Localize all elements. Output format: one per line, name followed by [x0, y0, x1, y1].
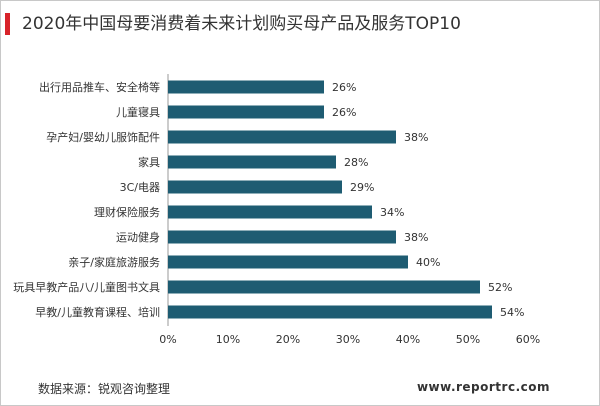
x-tick-label: 60% [516, 333, 540, 346]
chart-title: 2020年中国母要消费着未来计划购买母产品及服务TOP10 [22, 14, 461, 34]
data-source-note: 数据来源：锐观咨询整理 [38, 382, 171, 396]
bar [168, 255, 408, 269]
data-label: 26% [332, 81, 356, 94]
x-tick-label: 30% [336, 333, 360, 346]
x-tick-label: 20% [276, 333, 300, 346]
bar [168, 305, 492, 319]
data-label: 38% [404, 231, 428, 244]
x-tick-label: 10% [216, 333, 240, 346]
category-label: 孕产妇/婴幼儿服饰配件 [46, 130, 160, 144]
bar [168, 130, 396, 144]
category-label: 运动健身 [116, 230, 160, 244]
bar [168, 205, 372, 219]
bar [168, 280, 480, 294]
title-accent-bar [5, 13, 10, 35]
bar [168, 155, 336, 169]
data-label: 28% [344, 156, 368, 169]
category-label: 玩具早教产品八/儿童图书文具 [13, 280, 160, 294]
data-label: 54% [500, 306, 524, 319]
data-label: 34% [380, 206, 404, 219]
category-label: 3C/电器 [120, 181, 160, 194]
data-label: 40% [416, 256, 440, 269]
category-label: 儿童寝具 [116, 105, 160, 119]
x-tick-label: 40% [396, 333, 420, 346]
bar [168, 230, 396, 244]
category-label: 理财保险服务 [94, 205, 160, 219]
category-label: 早教/儿童教育课程、培训 [35, 305, 160, 319]
bar [168, 80, 324, 94]
bar [168, 180, 342, 194]
category-label: 家具 [138, 155, 160, 169]
data-label: 38% [404, 131, 428, 144]
data-label: 29% [350, 181, 374, 194]
data-label: 52% [488, 281, 512, 294]
x-tick-label: 50% [456, 333, 480, 346]
x-tick-label: 0% [159, 333, 176, 346]
data-label: 26% [332, 106, 356, 119]
category-label: 亲子/家庭旅游服务 [68, 255, 160, 269]
bar [168, 105, 324, 119]
website-url: www.reportrc.com [416, 380, 550, 394]
category-label: 出行用品推车、安全椅等 [39, 80, 160, 94]
